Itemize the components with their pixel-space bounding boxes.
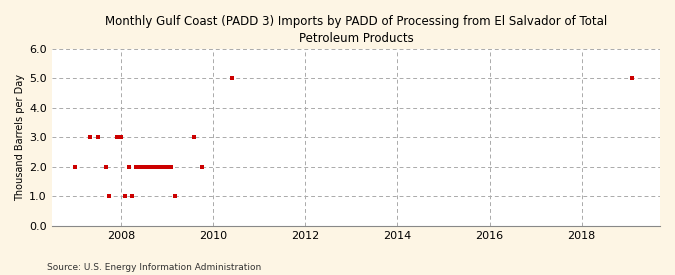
Point bbox=[115, 135, 126, 140]
Y-axis label: Thousand Barrels per Day: Thousand Barrels per Day bbox=[15, 74, 25, 201]
Point bbox=[119, 194, 130, 199]
Point bbox=[111, 135, 122, 140]
Point bbox=[150, 165, 161, 169]
Point bbox=[127, 194, 138, 199]
Text: Source: U.S. Energy Information Administration: Source: U.S. Energy Information Administ… bbox=[47, 263, 261, 272]
Point bbox=[154, 165, 165, 169]
Point bbox=[135, 165, 146, 169]
Point bbox=[138, 165, 149, 169]
Point bbox=[188, 135, 199, 140]
Title: Monthly Gulf Coast (PADD 3) Imports by PADD of Processing from El Salvador of To: Monthly Gulf Coast (PADD 3) Imports by P… bbox=[105, 15, 607, 45]
Point bbox=[131, 165, 142, 169]
Point bbox=[104, 194, 115, 199]
Point bbox=[196, 165, 207, 169]
Point bbox=[70, 165, 80, 169]
Point bbox=[100, 165, 111, 169]
Point bbox=[169, 194, 180, 199]
Point bbox=[124, 165, 134, 169]
Point bbox=[85, 135, 96, 140]
Point bbox=[158, 165, 169, 169]
Point bbox=[146, 165, 157, 169]
Point bbox=[92, 135, 103, 140]
Point bbox=[142, 165, 153, 169]
Point bbox=[165, 165, 176, 169]
Point bbox=[626, 76, 637, 81]
Point bbox=[227, 76, 238, 81]
Point bbox=[161, 165, 172, 169]
